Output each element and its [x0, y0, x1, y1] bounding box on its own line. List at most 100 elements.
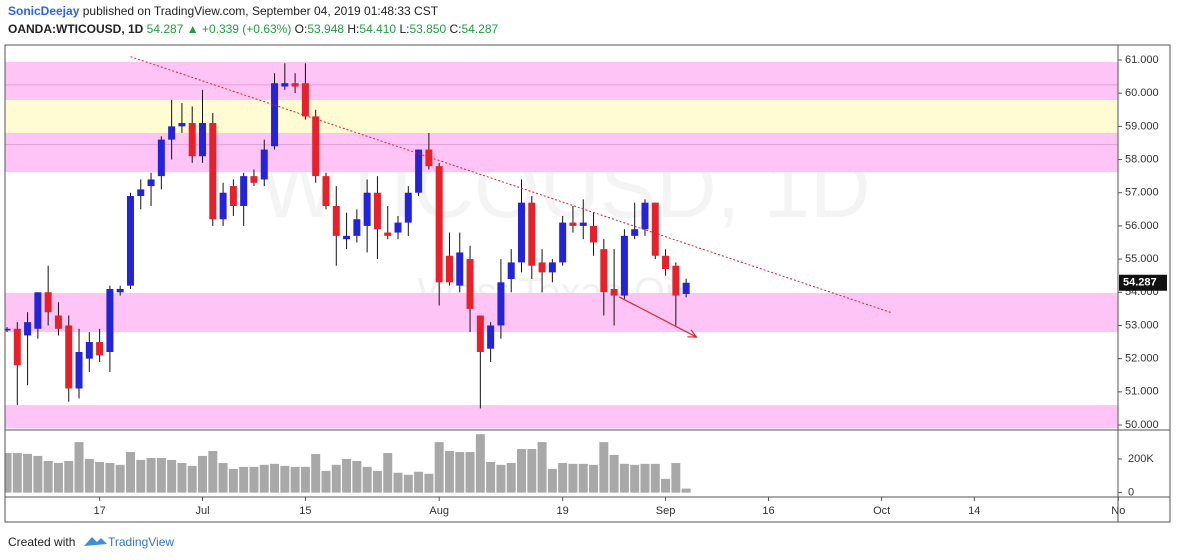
y-tick-label: 60.000 — [1125, 87, 1159, 99]
volume-bar — [640, 463, 650, 493]
candle-body — [75, 352, 83, 389]
volume-bar — [239, 466, 249, 493]
candle-body — [188, 123, 196, 157]
candle-body — [157, 139, 165, 177]
y-tick-label: 51.000 — [1125, 386, 1159, 398]
candle-body — [466, 259, 474, 309]
candle-body — [394, 222, 402, 233]
candle-body — [363, 192, 371, 226]
volume-bar — [547, 468, 557, 493]
y-tick-label: 55.000 — [1125, 253, 1159, 265]
zone — [5, 292, 1118, 333]
candle-body — [168, 126, 176, 140]
volume-bar — [403, 474, 413, 493]
candle-body — [65, 325, 73, 389]
tv-logo — [84, 537, 107, 546]
volume-bar — [589, 464, 599, 493]
candle-body — [579, 222, 587, 226]
x-tick-label: 17 — [93, 505, 105, 517]
candle-body — [271, 83, 279, 147]
zone — [5, 61, 1118, 101]
y-tick-label: 52.000 — [1125, 353, 1159, 365]
candle-body — [425, 149, 433, 167]
candle-body — [641, 202, 649, 230]
candle-body — [445, 255, 453, 283]
volume-bar — [23, 453, 33, 493]
candle-body — [538, 262, 546, 273]
candle-body — [199, 123, 207, 157]
volume-bar — [311, 454, 321, 493]
volume-bar — [146, 457, 156, 493]
x-tick-label: 16 — [762, 505, 774, 517]
x-tick-label: Sep — [656, 505, 676, 517]
volume-bar — [300, 466, 310, 493]
volume-bar — [650, 463, 660, 493]
candle-body — [24, 322, 32, 336]
candle-body — [209, 123, 217, 220]
candle-body — [353, 219, 361, 236]
price-label: 54.287 — [1123, 277, 1157, 289]
candle-body — [497, 282, 505, 326]
volume-bar — [537, 442, 547, 493]
price-label-box — [1119, 274, 1167, 291]
footer-brand[interactable]: TradingView — [108, 535, 174, 549]
volume-bar — [95, 461, 105, 493]
author[interactable]: SonicDeejay — [8, 4, 80, 18]
candle-body — [291, 83, 299, 87]
candle-body — [34, 292, 42, 329]
ohlc-line: OANDA:WTICOUSD, 1D 54.287 ▲ +0.339 (+0.6… — [8, 22, 499, 36]
y-tick-label: 61.000 — [1125, 54, 1159, 66]
candle-body — [281, 83, 289, 87]
candle-body — [219, 192, 227, 220]
volume-bar — [558, 462, 568, 493]
y-tick-label: 50.000 — [1125, 419, 1159, 431]
volume-bar — [506, 462, 516, 493]
volume-bar — [434, 442, 444, 493]
candle-body — [373, 192, 381, 230]
volume-bar — [290, 466, 300, 493]
c-value: 54.287 — [462, 22, 499, 36]
candle-body — [569, 222, 577, 226]
volume-tick-label: 0 — [1128, 487, 1134, 499]
x-tick-label: 15 — [299, 505, 311, 517]
candle-body — [559, 222, 567, 263]
y-tick-label: 59.000 — [1125, 120, 1159, 132]
candle-body — [507, 262, 515, 280]
symbol: OANDA:WTICOUSD, 1D — [8, 22, 144, 36]
o-value: 53.948 — [307, 22, 344, 36]
volume-bar — [218, 462, 228, 493]
candle-body — [85, 342, 93, 359]
volume-bar — [187, 465, 197, 493]
candle-body — [631, 229, 639, 236]
candle-body — [147, 179, 155, 187]
volume-bar — [630, 464, 640, 493]
volume-bar — [352, 460, 362, 493]
volume-bar — [208, 451, 218, 493]
x-tick-label: Aug — [429, 505, 449, 517]
published: published on TradingView.com, September … — [83, 4, 439, 18]
candle-body — [651, 202, 659, 256]
volume-bar — [53, 462, 63, 493]
l-value: 53.850 — [409, 22, 446, 36]
volume-bar — [414, 471, 424, 493]
candle-body — [312, 116, 320, 177]
change: ▲ +0.339 (+0.63%) — [187, 22, 292, 36]
h-value: 54.410 — [359, 22, 396, 36]
frame — [4, 44, 1171, 523]
candle-body — [528, 202, 536, 266]
volume-bar — [33, 455, 43, 493]
volume-bar — [198, 455, 208, 493]
volume-bar — [475, 434, 485, 493]
volume-bar — [259, 464, 269, 493]
volume-bar — [136, 459, 146, 493]
volume-bar — [496, 464, 506, 493]
x-tick-label: No — [1111, 505, 1125, 517]
volume-bar — [568, 463, 578, 493]
candle-body — [518, 202, 525, 263]
y-tick-label: 53.000 — [1125, 319, 1159, 331]
last: 54.287 — [147, 22, 184, 36]
candle-body — [126, 196, 134, 286]
volume-bar — [444, 451, 454, 493]
candle-body — [610, 288, 618, 296]
